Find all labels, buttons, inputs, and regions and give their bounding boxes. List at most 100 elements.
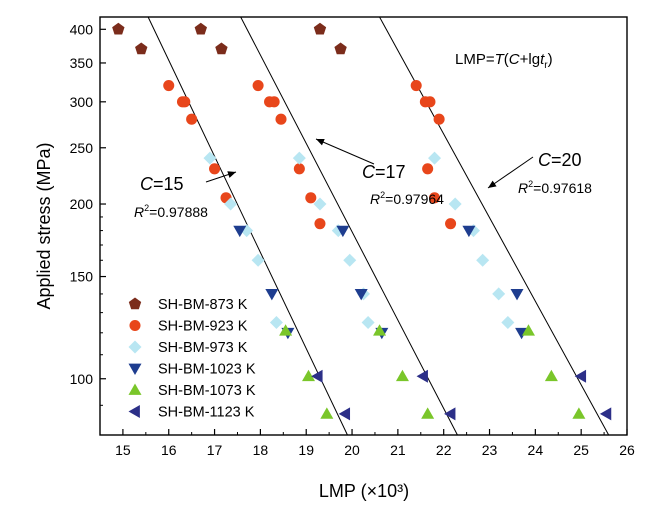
fit-c-label: C=15	[140, 174, 184, 194]
data-point	[354, 289, 368, 301]
data-point	[373, 324, 387, 336]
data-point	[476, 253, 490, 267]
data-point	[343, 253, 357, 267]
x-tick-label: 24	[528, 442, 544, 458]
fit-c-label: C=20	[538, 150, 582, 170]
plot-frame	[99, 16, 628, 436]
x-tick-label: 19	[298, 442, 314, 458]
data-point	[521, 324, 535, 336]
legend-label: SH-BM-1023 K	[158, 362, 256, 378]
y-tick-label: 250	[70, 140, 94, 156]
fit-arrow-head	[488, 180, 497, 188]
data-point	[572, 407, 586, 419]
data-point	[462, 225, 476, 238]
data-point	[429, 192, 441, 204]
fit-line-c20	[379, 16, 610, 436]
y-tick-label: 400	[70, 21, 94, 37]
y-tick-label: 100	[70, 371, 94, 387]
fit-r2-label: R2=0.97964	[370, 190, 444, 207]
x-tick-label: 16	[161, 442, 177, 458]
data-point	[305, 192, 317, 204]
fit-r2-label: R2=0.97888	[134, 203, 208, 220]
data-point	[233, 225, 247, 238]
data-point	[421, 407, 435, 419]
data-point	[279, 324, 293, 336]
lmp-equation: LMP=T(C+lgtr)	[455, 51, 553, 71]
legend-label: SH-BM-1073 K	[158, 383, 256, 399]
data-point	[186, 113, 198, 125]
data-point	[395, 369, 409, 382]
legend-label: SH-BM-873 K	[158, 297, 248, 313]
data-point	[314, 218, 326, 230]
data-point	[419, 96, 431, 108]
data-point	[433, 113, 445, 125]
data-point	[293, 163, 305, 175]
data-point	[416, 369, 428, 383]
data-point	[336, 225, 350, 238]
data-points	[112, 22, 612, 421]
fit-r2-label: R2=0.97618	[518, 179, 592, 196]
legend-marker	[128, 340, 142, 354]
data-point	[264, 96, 276, 108]
legend-marker	[128, 405, 140, 418]
data-point	[428, 151, 442, 165]
fit-arrow-head	[316, 138, 325, 146]
data-point	[492, 287, 506, 301]
fit-arrow-line	[487, 156, 534, 189]
data-point	[313, 197, 327, 211]
data-point	[112, 22, 125, 35]
data-point	[292, 151, 306, 165]
data-point	[410, 80, 422, 92]
x-tick-label: 23	[482, 442, 498, 458]
data-point	[501, 316, 515, 330]
data-point	[224, 197, 238, 211]
x-axis-title: LMP (×10³)	[319, 481, 409, 501]
data-point	[269, 316, 283, 330]
y-tick-label: 350	[70, 55, 94, 71]
legend-marker	[128, 363, 142, 375]
x-tick-label: 25	[573, 442, 589, 458]
data-point	[361, 316, 375, 330]
data-point	[311, 369, 323, 383]
legend-label: SH-BM-923 K	[158, 319, 248, 335]
fit-c-label: C=17	[362, 162, 406, 182]
data-point	[194, 22, 207, 35]
data-point	[163, 80, 175, 92]
legend-label: SH-BM-1123 K	[158, 405, 255, 421]
x-tick-label: 18	[253, 442, 269, 458]
legend-marker	[129, 319, 141, 332]
x-tick-label: 15	[115, 442, 131, 458]
data-point	[444, 407, 456, 421]
x-tick-label: 22	[436, 442, 452, 458]
data-point	[302, 369, 316, 382]
y-axis-title: Applied stress (MPa)	[34, 142, 54, 309]
x-tick-label: 17	[207, 442, 223, 458]
y-tick-label: 200	[70, 196, 94, 212]
data-point	[209, 163, 221, 175]
fit-arrow-head	[227, 171, 236, 178]
data-point	[445, 218, 457, 230]
data-point	[320, 407, 334, 419]
data-point	[203, 151, 217, 165]
x-tick-label: 20	[344, 442, 360, 458]
legend: SH-BM-873 K SH-BM-923 K SH-BM-973 K SH-BM-1…	[128, 297, 256, 421]
x-tick-label: 26	[619, 442, 635, 458]
data-point	[338, 407, 351, 421]
data-point	[252, 80, 264, 92]
x-tick-label: 21	[390, 442, 406, 458]
data-point	[599, 407, 612, 421]
fit-annotations: C=15 R2=0.97888 C=17 R2=0.97964 C=20 R2=0.976…	[134, 138, 592, 220]
y-tick-label: 300	[70, 94, 94, 110]
data-point	[544, 369, 558, 382]
data-point	[251, 253, 265, 267]
data-point	[215, 42, 228, 55]
data-point	[275, 113, 287, 125]
data-point	[422, 163, 434, 175]
data-point	[510, 289, 524, 301]
legend-label: SH-BM-973 K	[158, 340, 248, 356]
data-point	[334, 42, 347, 55]
data-point	[176, 96, 189, 108]
data-point	[265, 289, 279, 301]
fit-arrow-line	[315, 138, 375, 165]
